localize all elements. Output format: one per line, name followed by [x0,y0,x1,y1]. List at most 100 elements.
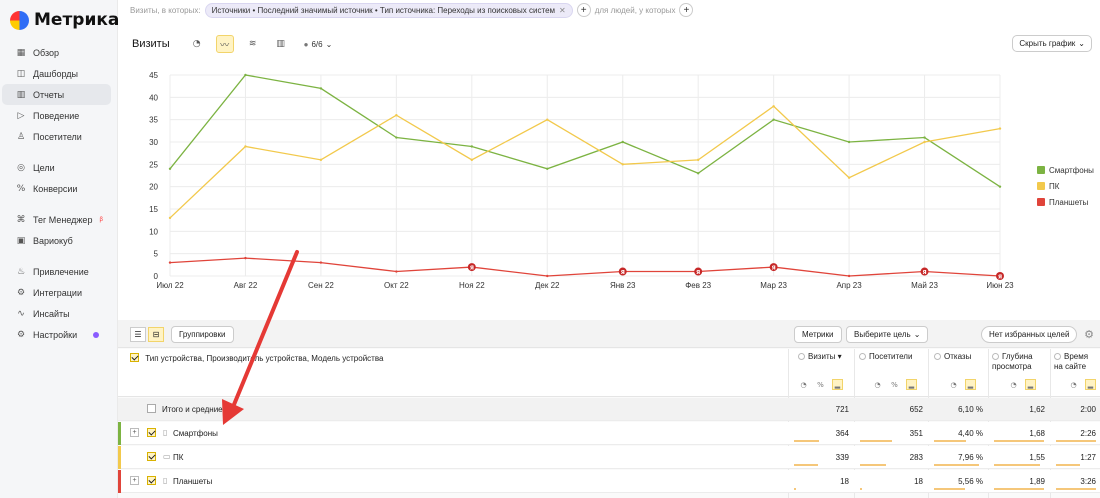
close-icon[interactable]: ✕ [559,5,566,15]
sidebar-item[interactable]: ▥ Отчеты [2,84,111,105]
tree-view-button[interactable]: ⊟ [148,327,164,342]
column-header-bounces[interactable]: Отказы [934,352,971,362]
percent-icon[interactable]: % [891,380,898,389]
visitors-view-icons: ◔% ▂ [872,379,917,390]
table-header: Тип устройства, Производитель устройства… [118,349,1100,397]
cell-bar [794,464,818,466]
pie-icon[interactable]: ◔ [874,380,881,389]
cell-bar [934,440,966,442]
sidebar-item[interactable]: ♙ Посетители [2,126,111,147]
sidebar-item[interactable]: ⚙ Интеграции [2,282,111,303]
logo[interactable]: Метрика [10,10,119,30]
nav-spacer [0,199,117,209]
sidebar-item[interactable]: ♨ Привлечение [2,261,111,282]
legend-checkbox-icon[interactable] [1037,166,1045,174]
visits-view-icons: ◔% ▂ [798,379,843,390]
x-tick-label: Янв 23 [610,281,636,290]
bars-icon[interactable]: ▂ [906,379,917,390]
annotation-marker-label: Я [998,275,1002,281]
series-line [169,105,1001,219]
sidebar-item[interactable]: ◎ Цели [2,157,111,178]
table-row[interactable]: + ▯ Смартфоны 364 351 4,40 % 1,68 2:26 [118,422,1100,445]
row-label: ПК [173,453,184,462]
row-label: Планшеты [173,477,213,486]
pie-chart-icon[interactable]: ◔ [192,39,201,49]
cell-bar [934,464,979,466]
pie-icon[interactable]: ◔ [1070,380,1077,389]
y-tick-label: 35 [149,116,158,125]
metric-toggle-icon[interactable] [1054,353,1061,360]
series-count: 6/6 [311,39,323,49]
percent-icon[interactable]: % [817,380,824,389]
row-checkbox[interactable] [147,404,156,413]
metric-toggle-icon[interactable] [859,353,866,360]
legend-item[interactable]: Планшеты [1037,194,1094,210]
cell-value: 351 [909,429,923,438]
column-header-depth[interactable]: Глубина просмотра [992,352,1033,371]
legend-checkbox-icon[interactable] [1037,182,1045,190]
series-count-button[interactable]: ● 6/6 ⌄ [300,38,337,51]
metrics-button[interactable]: Метрики [794,326,842,343]
sidebar-item[interactable]: ⚙ Настройки [2,324,111,345]
bars-icon[interactable]: ▂ [1085,379,1096,390]
goal-select-label: Выберите цель [854,330,911,339]
column-header-time[interactable]: Время на сайте [1054,352,1089,371]
expand-row-button[interactable]: + [130,428,139,437]
series-line [169,257,1001,277]
goal-select[interactable]: Выберите цель ⌄ [846,326,929,343]
sidebar-item-label: Вариокуб [33,235,73,246]
column-header-visits[interactable]: Визиты ▾ [798,352,842,362]
cell-value: 1,62 [1029,405,1045,414]
metric-toggle-icon[interactable] [934,353,941,360]
legend-item[interactable]: Смартфоны [1037,162,1094,178]
sidebar-item[interactable]: ▷ Поведение [2,105,111,126]
stacked-chart-icon[interactable]: ≋ [248,39,257,49]
table-total-row[interactable]: Итого и средние 721 652 6,10 % 1,62 2:00 [118,398,1100,421]
data-point [696,172,700,175]
data-point [168,261,172,264]
cell-value: 18 [840,477,849,486]
sidebar-item[interactable]: % Конверсии [2,178,111,199]
sidebar-item[interactable]: ▦ Обзор [2,42,111,63]
bar-chart-icon[interactable]: ▥ [276,39,285,49]
sidebar-item-label: Посетители [33,131,82,142]
add-people-filter-button[interactable]: + [679,3,694,17]
pie-icon[interactable]: ◔ [950,380,957,389]
data-point [470,158,474,162]
legend-item[interactable]: ПК [1037,178,1094,194]
annotation-marker [618,267,627,276]
line-chart-icon[interactable]: 〰 [215,35,234,53]
bars-icon[interactable]: ▂ [965,379,976,390]
favorite-goals-button[interactable]: Нет избранных целей [981,326,1078,343]
add-filter-button[interactable]: + [576,3,591,17]
sidebar-item-label: Дашборды [33,68,78,79]
sidebar-item[interactable]: ◫ Дашборды [2,63,111,84]
row-checkbox[interactable] [147,476,156,485]
expand-row-button[interactable]: + [130,476,139,485]
row-checkbox[interactable] [147,428,156,437]
filter-chip[interactable]: Источники • Последний значимый источник … [204,2,573,18]
sidebar-item-label: Инсайты [33,308,70,319]
select-all-checkbox[interactable] [130,353,139,362]
sidebar-item[interactable]: ▣ Вариокуб [2,230,111,251]
grouping-button[interactable]: Группировки [171,326,234,343]
column-header-visitors[interactable]: Посетители [859,352,912,362]
bars-icon[interactable]: ▂ [1025,379,1036,390]
row-checkbox[interactable] [147,452,156,461]
pie-icon[interactable]: ◔ [1010,380,1017,389]
device-icon: ▭ [163,452,171,461]
gear-icon[interactable]: ⚙ [1084,328,1094,341]
visits-line-chart[interactable]: 0 5 10 15 20 25 30 35 40 45 Июл 22 Авг 22 Сен 22 Окт … [135,65,1030,295]
metric-toggle-icon[interactable] [798,353,805,360]
table-row[interactable]: + ▯ Планшеты 18 18 5,56 % 1,89 3:26 [118,470,1100,493]
pie-icon[interactable]: ◔ [800,380,807,389]
legend-checkbox-icon[interactable] [1037,198,1045,206]
metric-toggle-icon[interactable] [992,353,999,360]
list-view-button[interactable]: ☰ [130,327,146,342]
y-tick-label: 10 [149,227,158,236]
table-row[interactable]: ▭ ПК 339 283 7,96 % 1,55 1:27 [118,446,1100,469]
bars-icon[interactable]: ▂ [832,379,843,390]
sidebar-item[interactable]: ∿ Инсайты [2,303,111,324]
hide-chart-button[interactable]: Скрыть график ⌄ [1012,35,1092,52]
sidebar-item[interactable]: ⌘ Тег Менеджер β [2,209,111,230]
